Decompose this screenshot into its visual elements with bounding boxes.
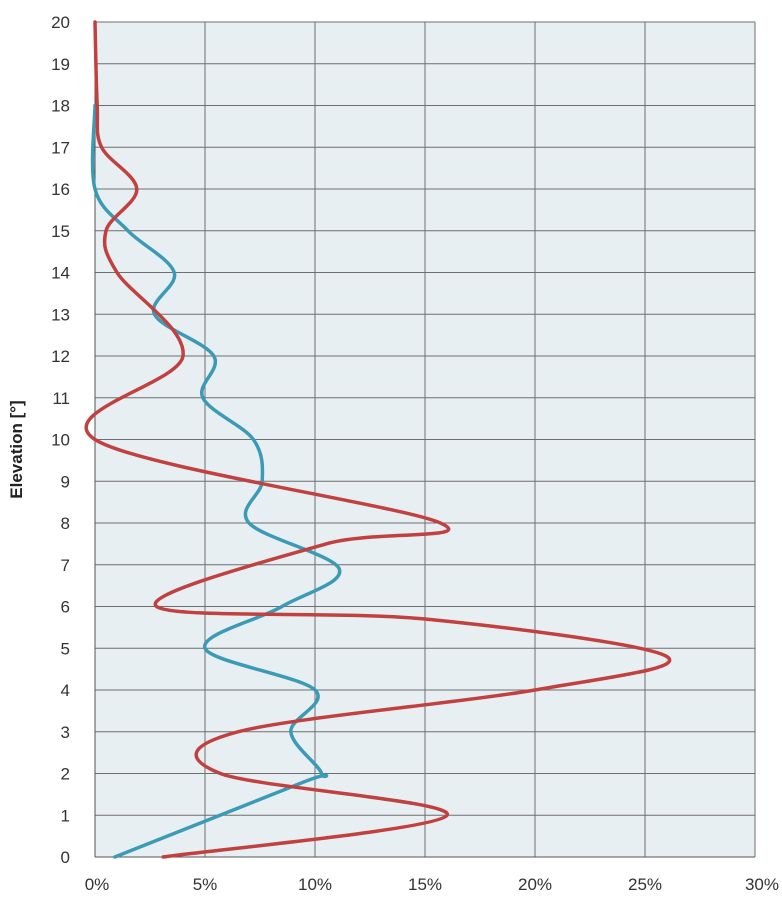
y-tick-label: 15 [51,222,70,241]
x-tick-label: 15% [408,875,442,894]
series-line-2 [84,20,672,859]
y-tick-label: 13 [51,305,70,324]
y-tick-label: 17 [51,138,70,157]
y-tick-label: 14 [51,264,70,283]
y-tick-label: 3 [61,723,70,742]
y-axis-title: Elevation [°] [7,400,26,498]
y-tick-label: 1 [61,806,70,825]
x-tick-label: 5% [193,875,218,894]
series-line-1 [90,103,342,859]
x-tick-label: 20% [518,875,552,894]
series-layer [84,20,672,859]
y-tick-label: 20 [51,13,70,32]
y-tick-label: 6 [61,598,70,617]
y-tick-label: 5 [61,639,70,658]
y-tick-label: 18 [51,97,70,116]
y-tick-label: 4 [61,681,70,700]
y-tick-label: 16 [51,180,70,199]
x-tick-label: 30% [745,875,779,894]
y-tick-label: 0 [61,848,70,867]
y-tick-label: 2 [61,765,70,784]
y-tick-label: 7 [61,556,70,575]
y-tick-label: 8 [61,514,70,533]
y-tick-label: 12 [51,347,70,366]
x-tick-label: 0% [85,875,110,894]
grid-lines [94,21,756,858]
y-tick-label: 19 [51,55,70,74]
x-tick-label: 25% [628,875,662,894]
y-tick-label: 9 [61,472,70,491]
y-tick-label: 11 [52,389,70,408]
x-tick-label: 10% [298,875,332,894]
y-tick-label: 10 [51,431,70,450]
